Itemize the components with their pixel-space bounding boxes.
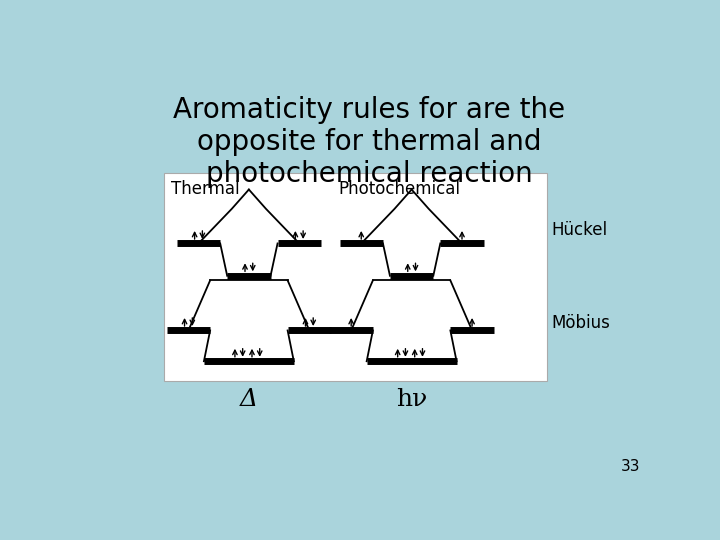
Text: Photochemical: Photochemical [338, 180, 460, 198]
Text: 33: 33 [621, 460, 640, 475]
Text: Hückel: Hückel [551, 221, 607, 239]
Text: Δ: Δ [240, 388, 258, 411]
Text: Thermal: Thermal [171, 180, 240, 198]
Bar [163, 173, 547, 381]
Text: hν: hν [396, 388, 427, 411]
Text: Möbius: Möbius [551, 314, 610, 332]
Text: Aromaticity rules for are the
opposite for thermal and
photochemical reaction: Aromaticity rules for are the opposite f… [173, 96, 565, 188]
